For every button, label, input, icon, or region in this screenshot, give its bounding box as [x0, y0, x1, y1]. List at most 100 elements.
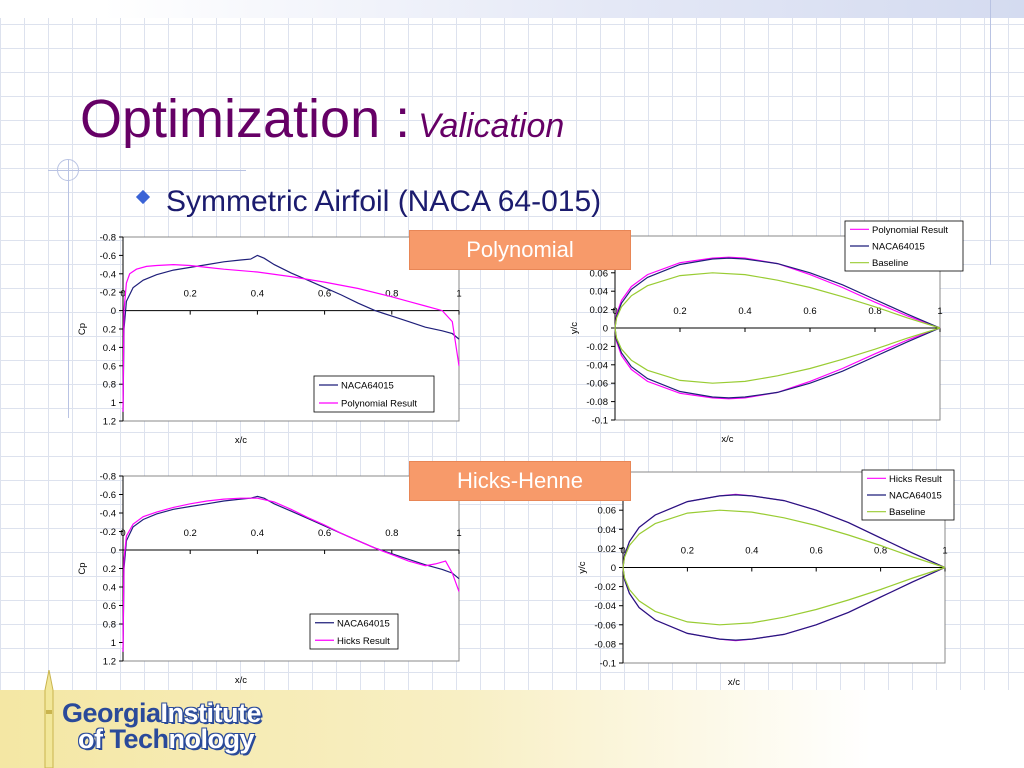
series-line-upper — [614, 256, 941, 329]
y-tick-label: 0.4 — [103, 583, 116, 594]
x-tick-label: 0.2 — [673, 306, 686, 317]
y-tick-label: 0.06 — [590, 268, 609, 279]
y-tick-label: -0.8 — [100, 233, 116, 244]
bullet-text: Symmetric Airfoil (NACA 64-015) — [166, 185, 602, 218]
x-axis-label: x/c — [721, 434, 733, 445]
x-axis-label: x/c — [235, 435, 247, 446]
y-tick-label: -0.2 — [100, 527, 116, 538]
decor-circle — [57, 159, 79, 181]
x-tick-label: 0 — [620, 546, 625, 557]
series-line-lower — [614, 327, 941, 384]
series-line-upper — [614, 272, 941, 329]
y-axis-label: y/c — [569, 322, 580, 334]
legend-label: Baseline — [872, 258, 908, 269]
y-tick-label: -0.4 — [100, 269, 116, 280]
logo-line-1: GeorgiaInstitute — [62, 698, 262, 729]
x-tick-label: 1 — [942, 546, 947, 557]
y-tick-label: -0.6 — [100, 251, 116, 262]
legend-label: NACA64015 — [337, 618, 390, 629]
y-axis-label: Cp — [77, 323, 88, 335]
tech-tower-icon — [44, 670, 54, 768]
series-line-lower — [614, 327, 941, 399]
y-tick-label: 1 — [111, 398, 116, 409]
logo-institute: Institute — [160, 698, 262, 728]
x-tick-label: 0.4 — [251, 528, 264, 539]
y-tick-label: 0.8 — [103, 620, 116, 631]
y-tick-label: 0.04 — [590, 287, 609, 298]
legend-label: NACA64015 — [341, 381, 394, 392]
y-tick-label: -0.1 — [600, 659, 616, 670]
y-tick-label: 0.02 — [598, 544, 617, 555]
logo-nology: nology — [168, 724, 255, 754]
series-line — [122, 263, 460, 412]
logo-line-2: of Technology — [78, 724, 255, 755]
x-axis-label: x/c — [728, 677, 740, 688]
y-tick-label: 0.6 — [103, 601, 116, 612]
x-tick-label: 0.2 — [184, 289, 197, 300]
y-tick-label: -0.4 — [100, 509, 116, 520]
y-tick-label: 0.2 — [103, 564, 116, 575]
legend-label: Polynomial Result — [872, 225, 948, 236]
y-tick-label: 0.8 — [103, 380, 116, 391]
y-tick-label: 1 — [111, 638, 116, 649]
x-tick-label: 0.2 — [184, 528, 197, 539]
x-tick-label: 0.6 — [318, 289, 331, 300]
x-tick-label: 0.6 — [810, 546, 823, 557]
series-line-upper — [622, 509, 946, 569]
y-tick-label: -0.06 — [594, 620, 616, 631]
y-tick-label: -0.02 — [586, 342, 608, 353]
series-line-lower — [622, 566, 946, 641]
x-tick-label: 1 — [456, 528, 461, 539]
series-line-upper — [614, 257, 941, 329]
y-tick-label: 0.06 — [598, 506, 617, 517]
x-tick-label: 0.2 — [681, 546, 694, 557]
y-tick-label: 1.2 — [103, 657, 116, 668]
slide-title: Optimization : Valication — [80, 84, 564, 161]
y-tick-label: -0.08 — [586, 397, 608, 408]
y-tick-label: -0.8 — [100, 472, 116, 483]
x-tick-label: 0 — [120, 289, 125, 300]
x-tick-label: 0.6 — [318, 528, 331, 539]
y-tick-label: -0.02 — [594, 582, 616, 593]
legend-label: NACA64015 — [872, 242, 925, 253]
y-tick-label: 0.6 — [103, 361, 116, 372]
y-axis-label: y/c — [577, 561, 588, 573]
x-tick-label: 1 — [456, 289, 461, 300]
y-tick-label: 0.02 — [590, 305, 609, 316]
legend-label: Hicks Result — [337, 636, 390, 647]
decor-hline — [48, 170, 246, 171]
slide-title-sub: Valication — [418, 107, 565, 145]
top-decor-band — [0, 0, 1024, 18]
y-tick-label: 0.04 — [598, 525, 617, 536]
y-axis-label: Cp — [77, 562, 88, 574]
x-tick-label: 0.6 — [803, 306, 816, 317]
x-tick-label: 1 — [937, 306, 942, 317]
y-tick-label: 0.4 — [103, 343, 116, 354]
y-tick-label: 1.2 — [103, 417, 116, 428]
series-line-lower — [622, 566, 946, 626]
y-tick-label: 0 — [111, 306, 116, 317]
legend-label: Polynomial Result — [341, 399, 417, 410]
logo-tech: Tech — [109, 724, 170, 754]
y-tick-label: -0.2 — [100, 288, 116, 299]
legend-box — [313, 375, 435, 413]
footer-band — [0, 690, 1024, 768]
legend-label: Hicks Result — [889, 474, 942, 485]
legend-label: NACA64015 — [889, 491, 942, 502]
y-tick-label: -0.04 — [586, 360, 608, 371]
plot-area — [122, 475, 460, 662]
y-tick-label: -0.08 — [594, 639, 616, 650]
x-tick-label: 0.8 — [385, 289, 398, 300]
y-tick-label: 0 — [111, 546, 116, 557]
series-line — [122, 495, 460, 652]
y-tick-label: -0.1 — [592, 416, 608, 427]
badge-polynomial: Polynomial — [409, 230, 631, 270]
logo-of: of — [78, 724, 110, 754]
y-tick-label: -0.04 — [594, 601, 616, 612]
bullet-item: Symmetric Airfoil (NACA 64-015) — [135, 182, 602, 222]
x-tick-label: 0.8 — [874, 546, 887, 557]
logo-georgia: Georgia — [62, 698, 161, 728]
series-line — [122, 254, 460, 412]
